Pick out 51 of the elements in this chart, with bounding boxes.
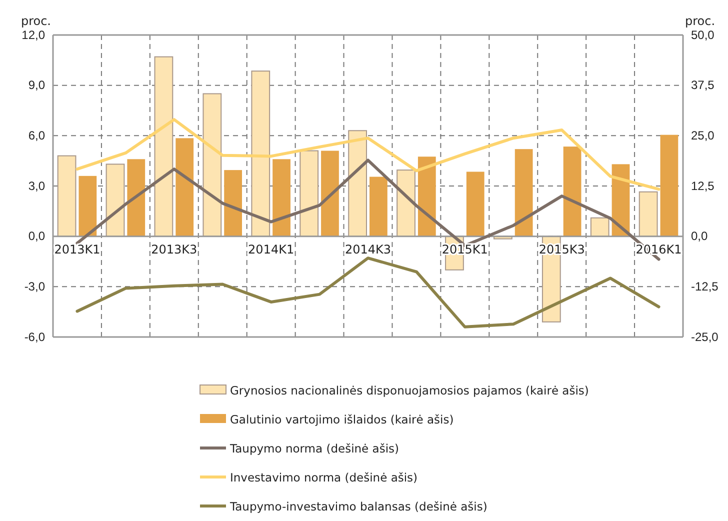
- legend-label: Galutinio vartojimo išlaidos (kairė ašis): [230, 412, 454, 426]
- y2-tick-label: 12,5: [691, 178, 715, 193]
- bar: [78, 176, 97, 236]
- bar: [660, 134, 678, 236]
- bar: [418, 156, 436, 236]
- y2-tick-label: 37,5: [691, 78, 715, 92]
- y2-tick-label: -12,5: [691, 280, 719, 294]
- bar: [154, 56, 174, 237]
- legend-label: Investavimo norma (dešinė ašis): [230, 470, 418, 484]
- y2-tick-label: -25,0: [691, 330, 719, 344]
- y-tick-label: 0,0: [28, 229, 46, 244]
- bar: [224, 170, 242, 236]
- bar: [202, 93, 222, 237]
- bar: [466, 172, 484, 236]
- bar: [272, 159, 290, 236]
- bar: [300, 150, 319, 237]
- x-tick-label: 2014K3: [344, 242, 392, 256]
- y2-tick-label: 25,0: [691, 128, 715, 143]
- x-tick-label: 2013K3: [151, 242, 198, 256]
- x-tick-label: 2014K1: [248, 242, 294, 256]
- bar: [638, 191, 658, 237]
- x-tick-label: 2015K1: [442, 242, 488, 256]
- bar: [251, 70, 270, 237]
- y-tick-label: 12,0: [22, 28, 46, 42]
- line-series: [76, 256, 660, 328]
- y2-tick-label: 50,0: [691, 28, 715, 42]
- y-tick-label: -3,0: [24, 280, 46, 294]
- y-axis-title: proc.: [20, 14, 51, 28]
- y-tick-label: -6,0: [24, 330, 46, 344]
- x-tick-label: 2015K3: [538, 242, 585, 256]
- y-tick-label: 9,0: [28, 78, 46, 92]
- legend-label: Grynosios nacionalinės disponuojamosios pajamos (kairė ašis): [230, 384, 589, 398]
- bar: [396, 170, 416, 237]
- bar: [127, 159, 146, 236]
- legend-label: Taupymo norma (dešinė ašis): [229, 442, 399, 456]
- legend-label: Taupymo-investavimo balansas (dešinė ašis): [229, 500, 488, 514]
- bar: [514, 149, 533, 236]
- y2-axis-title: proc.: [685, 14, 716, 28]
- bar: [57, 155, 76, 237]
- x-tick-label: 2013K1: [54, 242, 100, 256]
- bar: [176, 138, 194, 236]
- y-tick-label: 3,0: [28, 178, 46, 193]
- line-series: [76, 118, 660, 191]
- bar: [348, 130, 367, 237]
- y-tick-label: 6,0: [28, 128, 46, 143]
- bar: [106, 164, 125, 237]
- y2-tick-label: 0,0: [691, 229, 708, 244]
- bar: [590, 217, 610, 237]
- bar: [321, 150, 339, 236]
- bar: [563, 146, 582, 236]
- bar: [370, 176, 388, 236]
